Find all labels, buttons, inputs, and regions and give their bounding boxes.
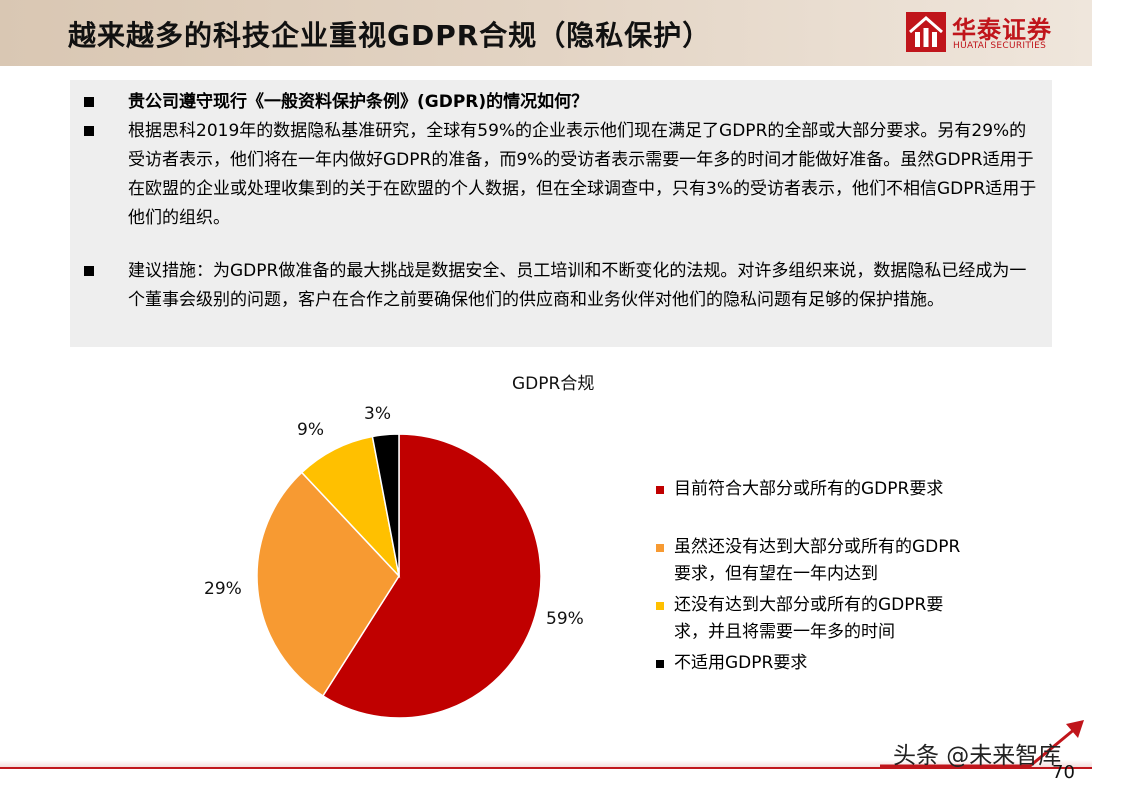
logo-english-text: HUATAI SECURITIES bbox=[953, 41, 1047, 51]
legend-swatch bbox=[656, 486, 664, 494]
legend-label: 目前符合大部分或所有的GDPR要求 bbox=[674, 476, 1024, 503]
page-title: 越来越多的科技企业重视GDPR合规（隐私保护） bbox=[68, 19, 712, 52]
huatai-logo: 华泰证券 HUATAI SECURITIES bbox=[906, 10, 1086, 56]
footer-rule bbox=[0, 760, 1092, 768]
square-bullet-icon bbox=[84, 266, 94, 276]
summary-textbox: 贵公司遵守现行《一般资料保护条例》(GDPR)的情况如何？ 根据思科2019年的… bbox=[70, 80, 1052, 347]
legend-label-line: 要求，但有望在一年内达到 bbox=[674, 564, 878, 584]
legend-swatch bbox=[656, 660, 664, 668]
bullet-text: 根据思科2019年的数据隐私基准研究，全球有59%的企业表示他们现在满足了GDP… bbox=[128, 121, 1037, 228]
legend-label: 不适用GDPR要求 bbox=[674, 650, 1024, 677]
footer-line bbox=[0, 767, 1092, 769]
legend-label: 虽然还没有达到大部分或所有的GDPR 要求，但有望在一年内达到 bbox=[674, 534, 1024, 588]
watermark: 头条 @未来智库 bbox=[893, 743, 1062, 769]
legend-label: 还没有达到大部分或所有的GDPR要 求，并且将需要一年多的时间 bbox=[674, 592, 1024, 646]
huatai-logo-icon bbox=[906, 12, 946, 52]
bullet-text: 贵公司遵守现行《一般资料保护条例》(GDPR)的情况如何？ bbox=[128, 92, 589, 112]
bullet-text: 建议措施：为GDPR做准备的最大挑战是数据安全、员工培训和不断变化的法规。对许多… bbox=[128, 261, 1027, 310]
pie-slice bbox=[300, 435, 401, 579]
legend-swatch bbox=[656, 602, 664, 610]
pie-slice bbox=[256, 471, 400, 697]
legend-label-line: 目前符合大部分或所有的GDPR要求 bbox=[674, 479, 944, 499]
logo-chinese-text: 华泰证券 bbox=[952, 16, 1052, 44]
legend-label-line: 虽然还没有达到大部分或所有的GDPR bbox=[674, 537, 961, 557]
legend-swatch bbox=[656, 544, 664, 552]
data-label: 9% bbox=[297, 420, 324, 440]
legend-label-line: 还没有达到大部分或所有的GDPR要 bbox=[674, 595, 944, 615]
page-number: 70 bbox=[1052, 762, 1075, 783]
square-bullet-icon bbox=[84, 97, 94, 107]
legend-label-line: 不适用GDPR要求 bbox=[674, 653, 808, 673]
data-label: 59% bbox=[546, 609, 584, 629]
data-label: 3% bbox=[364, 404, 391, 424]
red-arrow-icon bbox=[880, 720, 1084, 768]
pie-slice bbox=[371, 433, 400, 577]
data-label: 29% bbox=[204, 579, 242, 599]
chart-title: GDPR合规 bbox=[512, 374, 595, 394]
square-bullet-icon bbox=[84, 126, 94, 136]
legend-label-line: 求，并且将需要一年多的时间 bbox=[674, 622, 895, 642]
pie-slice bbox=[321, 433, 542, 719]
